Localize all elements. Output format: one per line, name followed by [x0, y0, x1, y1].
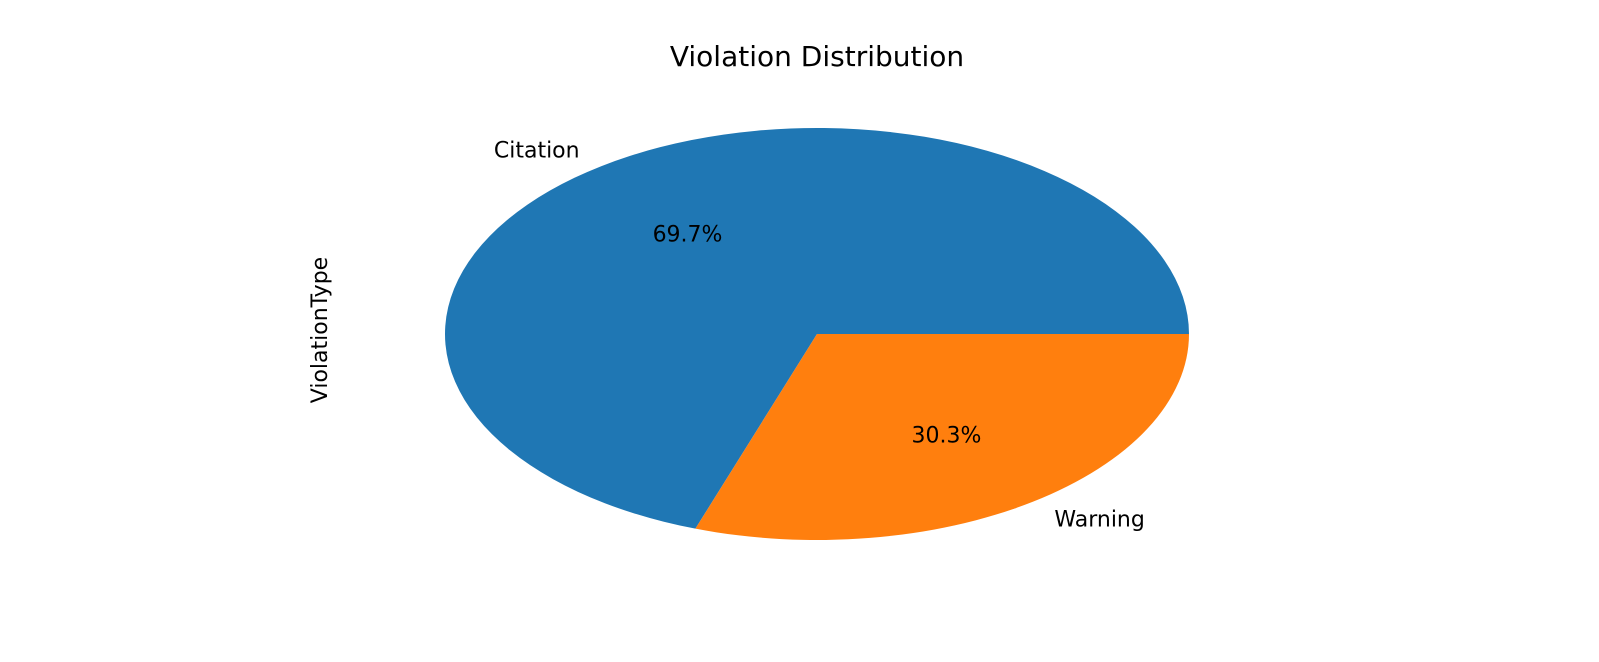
y-axis-label: ViolationType — [308, 257, 333, 403]
chart-title: Violation Distribution — [670, 40, 964, 73]
percent-label-citation: 69.7% — [653, 222, 723, 247]
pie-slices — [445, 127, 1190, 540]
pie-labels: Citation 69.7% Warning 30.3% — [494, 138, 1145, 532]
pie-slice-warning — [695, 334, 1189, 540]
slice-label-citation: Citation — [494, 138, 580, 163]
percent-label-warning: 30.3% — [912, 424, 982, 449]
pie-slice-citation — [445, 127, 1190, 529]
slice-label-warning: Warning — [1054, 508, 1144, 533]
